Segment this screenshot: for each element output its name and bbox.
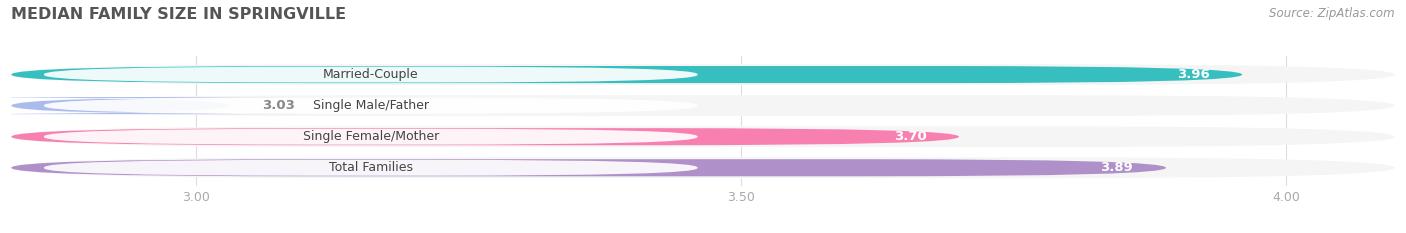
FancyBboxPatch shape <box>0 97 311 114</box>
FancyBboxPatch shape <box>11 95 1395 116</box>
Text: 3.03: 3.03 <box>262 99 295 112</box>
Text: 3.89: 3.89 <box>1101 161 1133 174</box>
FancyBboxPatch shape <box>11 157 1395 178</box>
Text: Married-Couple: Married-Couple <box>323 68 419 81</box>
FancyBboxPatch shape <box>11 64 1395 85</box>
Text: MEDIAN FAMILY SIZE IN SPRINGVILLE: MEDIAN FAMILY SIZE IN SPRINGVILLE <box>11 7 346 22</box>
FancyBboxPatch shape <box>44 129 697 145</box>
FancyBboxPatch shape <box>11 66 1243 83</box>
FancyBboxPatch shape <box>44 67 697 82</box>
Text: Single Female/Mother: Single Female/Mother <box>302 130 439 143</box>
FancyBboxPatch shape <box>44 160 697 176</box>
Text: Single Male/Father: Single Male/Father <box>312 99 429 112</box>
Text: Total Families: Total Families <box>329 161 413 174</box>
FancyBboxPatch shape <box>11 126 1395 147</box>
Text: 3.96: 3.96 <box>1177 68 1209 81</box>
Text: 3.70: 3.70 <box>894 130 927 143</box>
Text: Source: ZipAtlas.com: Source: ZipAtlas.com <box>1270 7 1395 20</box>
FancyBboxPatch shape <box>11 159 1166 176</box>
FancyBboxPatch shape <box>44 98 697 113</box>
FancyBboxPatch shape <box>11 128 959 145</box>
